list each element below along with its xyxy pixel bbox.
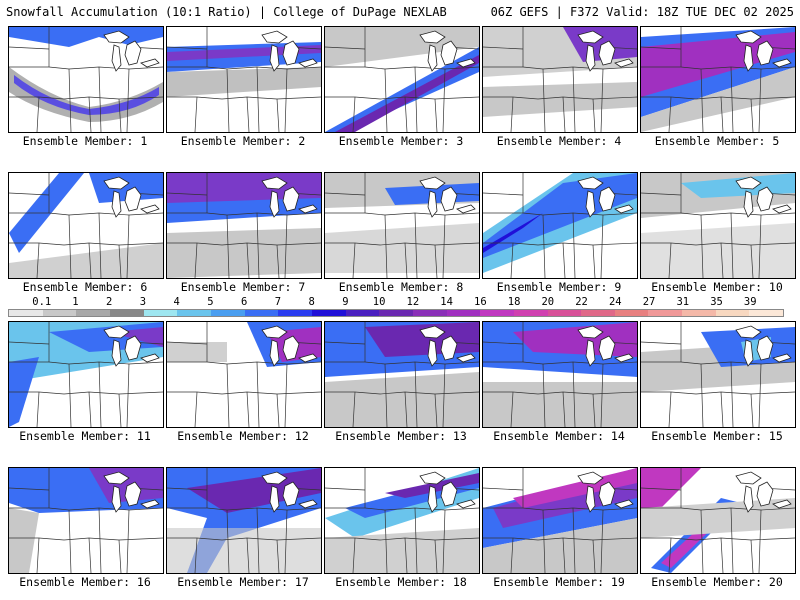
colorbar-swatch [9,310,43,316]
colorbar-swatch [412,310,447,316]
colorbar-tick-label: 0.1 [32,296,52,308]
ensemble-member-map-13 [324,321,480,428]
ensemble-member-label: Ensemble Member: 8 [338,280,464,294]
colorbar-tick-label: 24 [608,296,622,308]
ensemble-member-label: Ensemble Member: 7 [180,280,306,294]
map-title: Snowfall Accumulation (10:1 Ratio) | Col… [6,5,447,19]
ensemble-member-label: Ensemble Member: 11 [19,429,151,443]
ensemble-member-label: Ensemble Member: 14 [493,429,625,443]
colorbar-ticks: 0.1 1 2 3 4 5 6 7 8 9 10 12 14 16 18 20 22 24 27 31 35 39 [8,296,784,308]
colorbar-tick-label: 35 [710,296,723,308]
colorbar-swatch [682,310,716,316]
colorbar-swatch [177,310,211,316]
colorbar-swatch [210,310,245,316]
ensemble-member-label: Ensemble Member: 2 [180,134,306,148]
colorbar-tick-label: 7 [274,296,282,308]
ensemble-member-map-19 [482,467,638,574]
colorbar-tick-label: 14 [440,296,453,308]
colorbar-swatch [648,310,683,316]
ensemble-member-label: Ensemble Member: 16 [19,575,151,589]
ensemble-member-label: Ensemble Member: 17 [177,575,309,589]
colorbar-tick-label: 1 [72,296,79,308]
colorbar-swatch [513,310,548,316]
ensemble-member-map-10 [640,172,796,279]
ensemble-member-map-6 [8,172,164,279]
ensemble-member-label: Ensemble Member: 13 [335,429,467,443]
colorbar-swatch [379,310,413,316]
colorbar-swatch [42,310,77,316]
colorbar-swatch [311,310,346,316]
ensemble-member-map-5 [640,26,796,133]
ensemble-member-label: Ensemble Member: 4 [496,134,622,148]
ensemble-member-map-9 [482,172,638,279]
colorbar-tick-label: 10 [372,296,386,308]
ensemble-member-label: Ensemble Member: 19 [493,575,625,589]
colorbar-swatch [614,310,649,316]
ensemble-member-map-14 [482,321,638,428]
colorbar-tick-label: 2 [106,296,113,308]
ensemble-member-map-18 [324,467,480,574]
ensemble-member-map-7 [166,172,322,279]
colorbar-tick-label: 5 [207,296,214,308]
model-run-info: 06Z GEFS | F372 Valid: 18Z TUE DEC 02 20… [490,5,794,19]
ensemble-member-map-8 [324,172,480,279]
ensemble-member-label: Ensemble Member: 6 [22,280,148,294]
ensemble-member-label: Ensemble Member: 20 [651,575,783,589]
colorbar-tick-label: 4 [173,296,180,308]
ensemble-member-label: Ensemble Member: 10 [651,280,783,294]
ensemble-member-label: Ensemble Member: 1 [22,134,148,148]
ensemble-member-map-17 [166,467,322,574]
ensemble-member-map-20 [640,467,796,574]
colorbar-swatch [581,310,615,316]
colorbar-tick-label: 27 [642,296,656,308]
ensemble-member-map-3 [324,26,480,133]
ensemble-member-label: Ensemble Member: 3 [338,134,464,148]
colorbar-tick-label: 9 [342,296,349,308]
colorbar-tick-label: 22 [575,296,588,308]
colorbar-tick-label: 16 [474,296,487,308]
colorbar-swatch [749,310,784,316]
ensemble-member-map-11 [8,321,164,428]
colorbar-tick-label: 18 [507,296,521,308]
ensemble-member-map-12 [166,321,322,428]
ensemble-member-map-1 [8,26,164,133]
ensemble-member-map-4 [482,26,638,133]
colorbar-swatch [345,310,380,316]
ensemble-member-map-2 [166,26,322,133]
colorbar-swatch [547,310,582,316]
colorbar-tick-label: 39 [743,296,757,308]
ensemble-member-map-16 [8,467,164,574]
colorbar-swatch [446,310,481,316]
colorbar-tick-label: 6 [241,296,248,308]
colorbar-swatch [76,310,110,316]
snowfall-colorbar [8,309,784,317]
colorbar-tick-label: 20 [541,296,555,308]
colorbar-tick-label: 31 [676,296,690,308]
colorbar-swatch [480,310,514,316]
ensemble-member-map-15 [640,321,796,428]
colorbar-tick-label: 12 [406,296,420,308]
ensemble-member-label: Ensemble Member: 9 [496,280,622,294]
colorbar-swatch [109,310,144,316]
colorbar-tick-label: 3 [139,296,147,308]
colorbar-tick-label: 8 [308,296,315,308]
ensemble-member-label: Ensemble Member: 5 [654,134,780,148]
colorbar-swatch [143,310,178,316]
ensemble-member-label: Ensemble Member: 12 [177,429,309,443]
colorbar-swatch [715,310,750,316]
ensemble-member-label: Ensemble Member: 18 [335,575,467,589]
ensemble-member-label: Ensemble Member: 15 [651,429,783,443]
colorbar-swatch [278,310,312,316]
colorbar-swatch [244,310,279,316]
